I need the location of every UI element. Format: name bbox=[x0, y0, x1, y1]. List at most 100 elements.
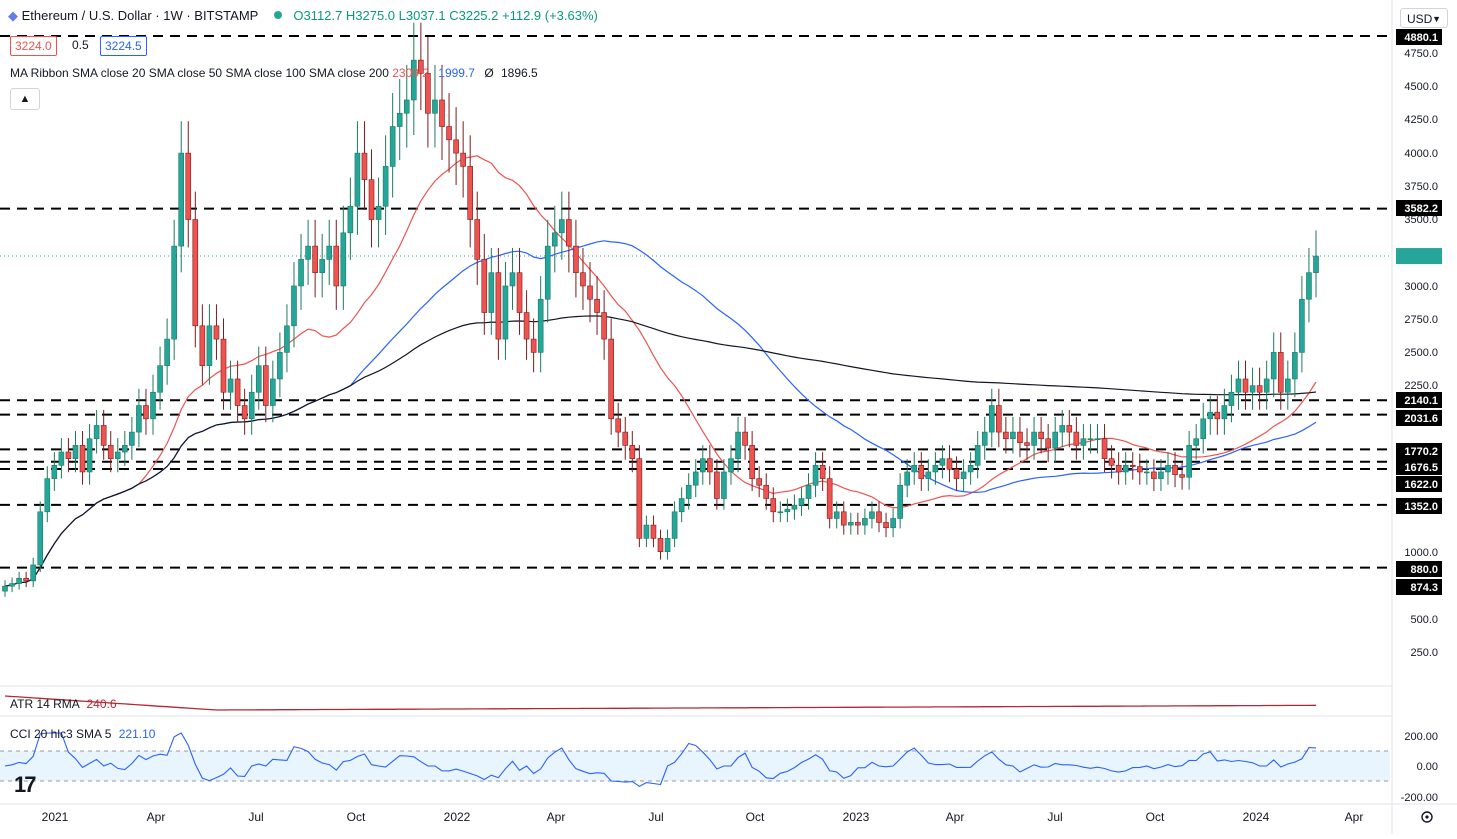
sma50-value: 1999.7 bbox=[438, 66, 475, 80]
candle-body-91 bbox=[643, 524, 650, 539]
time-tick-1: Apr bbox=[147, 810, 166, 824]
candle-body-163 bbox=[1151, 471, 1157, 479]
price-tick-5: 3500.0 bbox=[1404, 214, 1438, 226]
candle-body-16 bbox=[114, 451, 121, 459]
candle-body-96 bbox=[678, 498, 685, 513]
candle-body-118 bbox=[833, 511, 840, 519]
candle-body-7 bbox=[51, 465, 58, 479]
time-scale[interactable]: 2021 Apr Jul Oct 2022 Apr Jul Oct 2023 Apr Jul Oct 2… bbox=[42, 810, 1364, 824]
candle-body-141 bbox=[996, 405, 1002, 433]
candle-body-50 bbox=[354, 152, 361, 207]
symbol-title[interactable]: Ethereum / U.S. Dollar · 1W · BITSTAMP bbox=[21, 8, 259, 23]
candle-body-51 bbox=[361, 152, 368, 180]
candle-body-164 bbox=[1158, 471, 1164, 479]
candle-body-98 bbox=[692, 471, 699, 486]
candle-body-176 bbox=[1242, 378, 1249, 393]
candle-body-32 bbox=[227, 378, 234, 393]
candle-body-125 bbox=[883, 522, 889, 529]
price-label-7: 1352.0 bbox=[1404, 501, 1438, 513]
price-tick-10: 2250.0 bbox=[1404, 380, 1438, 392]
cci-legend[interactable]: CCI 20 hlc3 SMA 5 221.10 bbox=[10, 727, 155, 741]
candle-body-146 bbox=[1031, 431, 1037, 446]
candle-body-159 bbox=[1122, 465, 1129, 473]
candle-body-63 bbox=[446, 126, 452, 141]
candle-body-113 bbox=[798, 498, 805, 506]
sma100-value: Ø bbox=[484, 66, 494, 80]
candle-body-109 bbox=[770, 498, 777, 513]
candle-body-111 bbox=[784, 508, 791, 513]
candle-body-37 bbox=[262, 365, 269, 406]
candle-body-126 bbox=[890, 518, 896, 529]
candle-body-97 bbox=[685, 484, 692, 499]
price-tick-4: 3750.0 bbox=[1404, 181, 1438, 193]
candle-body-73 bbox=[516, 272, 523, 313]
candle-body-76 bbox=[537, 298, 544, 353]
candle-body-60 bbox=[425, 73, 431, 114]
candle-body-84 bbox=[594, 298, 600, 313]
candle-body-49 bbox=[347, 205, 354, 234]
candle-body-95 bbox=[671, 511, 678, 539]
candle-body-62 bbox=[439, 99, 445, 127]
candle-body-101 bbox=[714, 471, 720, 499]
price-label-bg-9 bbox=[1396, 579, 1442, 595]
candle-body-64 bbox=[453, 139, 459, 154]
ma-ribbon-legend[interactable]: MA Ribbon SMA close 20 SMA close 50 SMA … bbox=[10, 66, 538, 80]
price-label-9: 874.3 bbox=[1410, 582, 1438, 594]
horizontal-levels bbox=[0, 35, 1390, 569]
chevron-down-icon: ▼ bbox=[1432, 14, 1441, 24]
candle-body-67 bbox=[474, 219, 481, 260]
cci-tick-1: 0.00 bbox=[1417, 761, 1438, 773]
candle-body-134 bbox=[946, 458, 953, 470]
candle-body-54 bbox=[382, 166, 389, 207]
chevron-up-icon: ▲ bbox=[19, 93, 31, 105]
buy-price-button[interactable]: 3224.5 bbox=[100, 36, 147, 56]
candle-body-123 bbox=[869, 511, 875, 519]
settings-icon[interactable] bbox=[1421, 811, 1433, 823]
price-tick-13: 500.0 bbox=[1410, 614, 1438, 626]
candle-body-172 bbox=[1214, 411, 1221, 420]
price-label-bg-8 bbox=[1396, 561, 1442, 577]
candle-body-38 bbox=[270, 378, 276, 406]
price-label-0: 4880.1 bbox=[1404, 32, 1438, 44]
candle-body-143 bbox=[1010, 431, 1016, 440]
atr-legend[interactable]: ATR 14 RMA 240.6 bbox=[10, 697, 117, 711]
candle-body-92 bbox=[650, 524, 657, 539]
candle-body-53 bbox=[375, 205, 382, 220]
collapse-legend-button[interactable]: ▲ bbox=[10, 88, 40, 110]
candle-body-179 bbox=[1263, 378, 1270, 393]
price-label-bg-4 bbox=[1396, 443, 1442, 459]
candle-body-148 bbox=[1045, 438, 1051, 449]
price-label-2: 2140.1 bbox=[1404, 395, 1438, 407]
candle-body-122 bbox=[862, 518, 868, 526]
atr-label: ATR 14 RMA bbox=[10, 697, 80, 711]
candle-body-94 bbox=[664, 538, 671, 552]
candle-body-70 bbox=[495, 272, 502, 340]
candle-body-142 bbox=[1003, 431, 1009, 440]
time-tick-4: 2022 bbox=[444, 810, 471, 824]
currency-selector[interactable]: USD ▼ bbox=[1400, 8, 1448, 28]
sell-price-button[interactable]: 3224.0 bbox=[10, 36, 57, 56]
candle-body-1 bbox=[9, 583, 15, 587]
candle-body-61 bbox=[432, 99, 438, 114]
candle-body-41 bbox=[291, 285, 297, 327]
time-tick-11: Oct bbox=[1146, 810, 1165, 824]
candle-body-105 bbox=[742, 431, 748, 446]
time-tick-5: Apr bbox=[547, 810, 566, 824]
time-tick-3: Oct bbox=[347, 810, 366, 824]
sma20-value: 2309.2 bbox=[392, 66, 429, 80]
spread-value: 0.5 bbox=[72, 38, 89, 52]
atr-value: 240.6 bbox=[86, 697, 117, 711]
candle-body-78 bbox=[551, 232, 558, 247]
price-tick-2: 4250.0 bbox=[1404, 114, 1438, 126]
candle-body-66 bbox=[467, 166, 473, 220]
candle-body-186 bbox=[1313, 255, 1319, 273]
candle-body-114 bbox=[805, 484, 812, 499]
cci-label: CCI 20 hlc3 SMA 5 bbox=[10, 727, 112, 741]
last-price-label-bg bbox=[1396, 248, 1442, 265]
candle-body-10 bbox=[72, 445, 79, 459]
cci-tick-0: 200.00 bbox=[1404, 731, 1438, 743]
candle-body-136 bbox=[960, 471, 967, 479]
candle-body-36 bbox=[255, 365, 262, 393]
